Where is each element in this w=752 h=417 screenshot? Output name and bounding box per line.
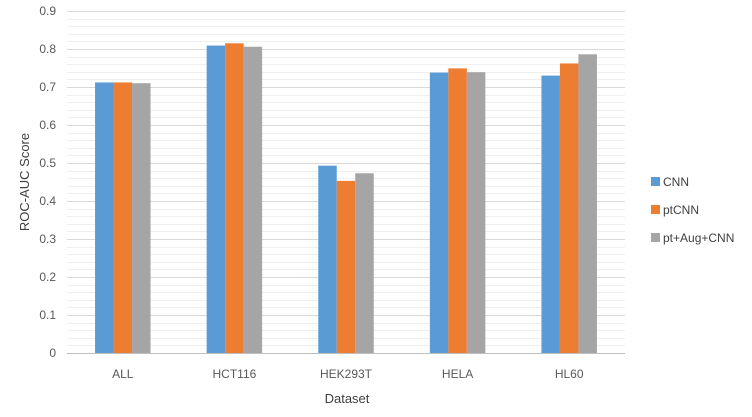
bar-pt-aug-cnn-hl60 — [578, 54, 597, 353]
bar-ptcnn-hl60 — [559, 63, 579, 353]
bar-ptcnn-all — [113, 82, 133, 353]
y-tick-label: 0 — [49, 346, 56, 360]
y-tick-label: 0.7 — [39, 80, 56, 94]
y-tick-label: 0.2 — [39, 270, 56, 284]
legend-swatch-pt-aug-cnn — [651, 233, 660, 242]
bar-cnn-hela — [429, 72, 449, 353]
legend: CNN ptCNN pt+Aug+CNN — [651, 175, 734, 245]
bar-pt-aug-cnn-hek293t — [355, 173, 374, 353]
bar-cnn-hek293t — [318, 165, 337, 353]
legend-label-pt-aug-cnn: pt+Aug+CNN — [663, 231, 734, 245]
bars — [95, 43, 597, 354]
legend-swatch-cnn — [651, 177, 660, 186]
bar-ptcnn-hek293t — [336, 180, 356, 353]
legend-swatch-ptcnn — [651, 205, 660, 214]
bar-pt-aug-cnn-hela — [466, 72, 486, 354]
y-tick-label: 0.9 — [39, 4, 56, 18]
y-axis-title: ROC-AUC Score — [17, 133, 32, 231]
y-tick-label: 0.3 — [39, 232, 56, 246]
legend-label-ptcnn: ptCNN — [663, 203, 699, 217]
bar-ptcnn-hela — [448, 68, 467, 353]
legend-label-cnn: CNN — [663, 175, 689, 189]
x-tick-label: HL60 — [555, 367, 584, 381]
y-tick-label: 0.6 — [39, 118, 56, 132]
bar-cnn-all — [95, 82, 114, 353]
x-tick-label: HEK293T — [320, 367, 373, 381]
bar-cnn-hl60 — [541, 75, 560, 353]
bar-pt-aug-cnn-hct116 — [243, 46, 263, 353]
y-axis-ticks: 0 0.1 0.2 0.3 0.4 0.5 0.6 0.7 0.8 0.9 — [39, 4, 56, 360]
bar-pt-aug-cnn-all — [132, 83, 151, 353]
bar-ptcnn-hct116 — [225, 43, 244, 354]
x-tick-label: HCT116 — [213, 367, 257, 381]
y-tick-label: 0.4 — [39, 194, 56, 208]
y-tick-label: 0.5 — [39, 156, 56, 170]
y-tick-label: 0.1 — [39, 308, 56, 322]
x-axis-ticks: ALL HCT116 HEK293T HELA HL60 — [112, 367, 584, 381]
x-axis-title: Dataset — [325, 391, 370, 406]
x-tick-label: ALL — [112, 367, 134, 381]
bar-cnn-hct116 — [206, 45, 226, 354]
x-tick-label: HELA — [442, 367, 473, 381]
y-tick-label: 0.8 — [39, 42, 56, 56]
